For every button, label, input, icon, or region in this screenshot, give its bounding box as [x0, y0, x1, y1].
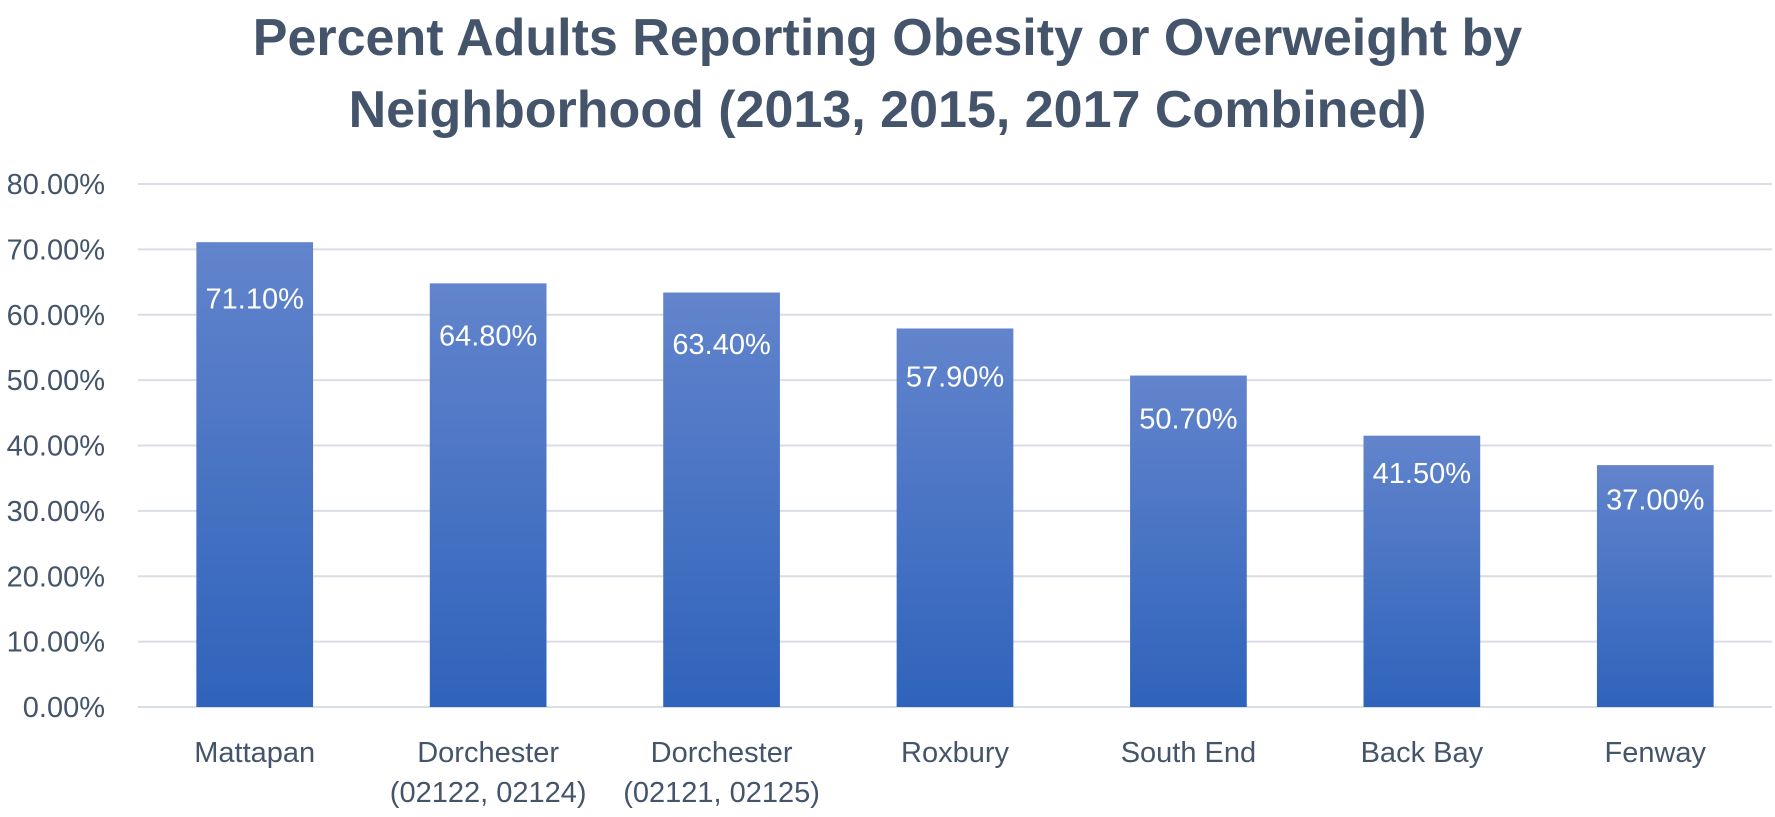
bar: [196, 242, 314, 707]
y-tick-label: 30.00%: [7, 496, 105, 528]
y-tick-label: 70.00%: [7, 234, 105, 266]
bar: [1130, 375, 1247, 707]
bar: [429, 283, 547, 707]
category-label-line: Fenway: [1605, 737, 1707, 769]
chart-title-line-2: Neighborhood (2013, 2015, 2017 Combined): [348, 81, 1427, 139]
category-label-line: South End: [1121, 737, 1256, 769]
category-label: Dorchester (02121, 02125): [623, 737, 820, 809]
bar: [1596, 465, 1714, 707]
bar: [896, 328, 1014, 707]
category-label-line: Back Bay: [1361, 737, 1484, 769]
category-label: Roxbury: [901, 737, 1009, 769]
category-label-line: Dorchester: [651, 737, 793, 769]
chart-title-line-1: Percent Adults Reporting Obesity or Over…: [252, 9, 1523, 67]
category-label: Fenway: [1605, 737, 1707, 769]
chart-title: Percent Adults Reporting Obesity or Over…: [0, 2, 1775, 146]
category-label: South End: [1121, 737, 1256, 769]
y-tick-label: 0.00%: [23, 692, 105, 724]
data-label: 50.70%: [1139, 404, 1237, 436]
category-label: Back Bay: [1361, 737, 1484, 769]
category-label: Mattapan: [194, 737, 315, 769]
category-label-line: (02121, 02125): [623, 777, 820, 809]
y-tick-label: 10.00%: [7, 627, 105, 659]
data-labels: 71.10% 64.80% 63.40% 57.90% 50.70% 41.50% 37.0…: [206, 284, 1705, 517]
category-label: Dorchester (02122, 02124): [390, 737, 587, 809]
data-label: 41.50%: [1373, 458, 1471, 490]
data-label: 57.90%: [906, 361, 1004, 393]
data-label: 71.10%: [206, 284, 304, 316]
y-tick-label: 40.00%: [7, 431, 105, 463]
data-label: 63.40%: [672, 329, 770, 361]
category-label-line: Mattapan: [194, 737, 315, 769]
y-tick-label: 50.00%: [7, 365, 105, 397]
bar: [663, 292, 780, 707]
category-label-line: (02122, 02124): [390, 777, 587, 809]
y-axis: 0.00% 10.00% 20.00% 30.00% 40.00% 50.00% 60.00…: [7, 169, 105, 724]
data-label: 37.00%: [1606, 484, 1704, 516]
y-tick-label: 60.00%: [7, 300, 105, 332]
bars: [196, 242, 1714, 707]
category-label-line: Dorchester: [417, 737, 559, 769]
y-tick-label: 20.00%: [7, 561, 105, 593]
category-label-line: Roxbury: [901, 737, 1009, 769]
data-label: 64.80%: [439, 321, 537, 353]
x-axis: Mattapan Dorchester (02122, 02124)Dorchest…: [194, 737, 1706, 809]
bar: [1363, 435, 1481, 707]
y-tick-label: 80.00%: [7, 169, 105, 201]
